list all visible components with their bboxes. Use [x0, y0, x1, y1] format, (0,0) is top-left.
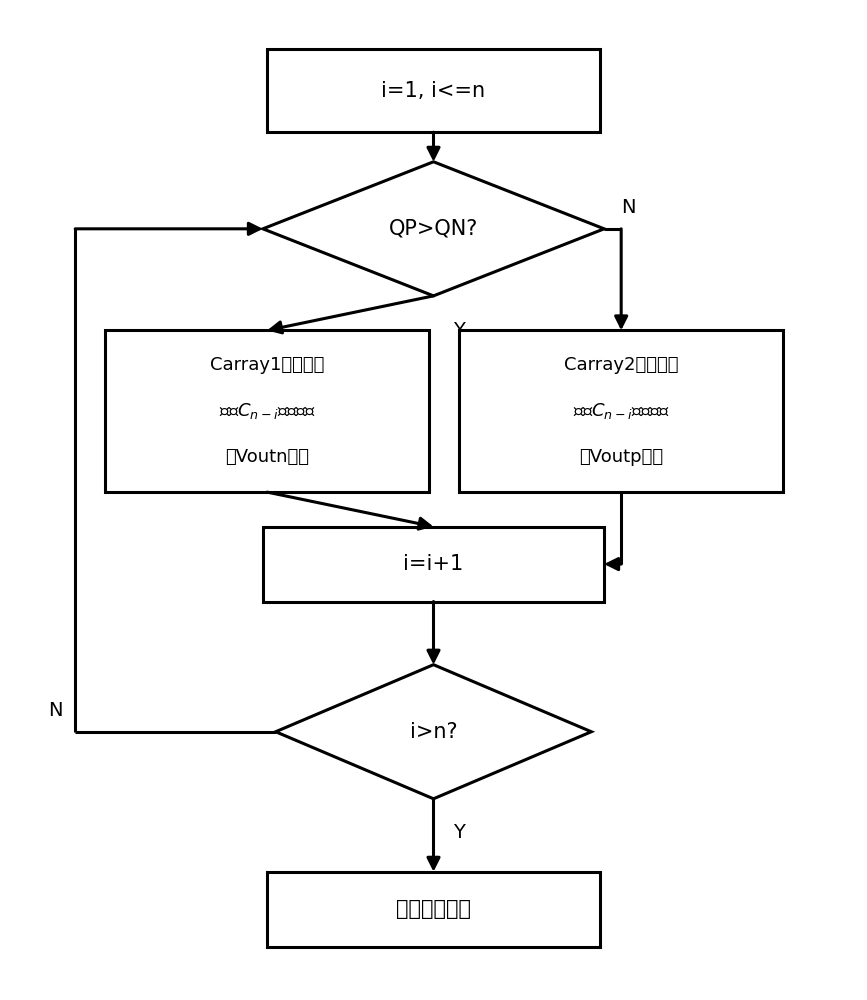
Text: Y: Y: [453, 823, 465, 842]
Text: N: N: [48, 701, 62, 720]
Bar: [267, 49, 600, 132]
Bar: [460, 330, 783, 492]
Text: QP>QN?: QP>QN?: [388, 219, 479, 239]
Text: 中的$C_{n-i}$电容器接: 中的$C_{n-i}$电容器接: [218, 401, 316, 421]
Text: 入Voutn节点: 入Voutn节点: [225, 448, 310, 466]
Text: 中的$C_{n-i}$电容器接: 中的$C_{n-i}$电容器接: [573, 401, 669, 421]
Polygon shape: [263, 162, 604, 296]
Text: Carray2电容阵列: Carray2电容阵列: [564, 356, 679, 374]
Text: i=1, i<=n: i=1, i<=n: [381, 81, 486, 101]
Text: Y: Y: [453, 321, 465, 340]
Text: Carray1电容阵列: Carray1电容阵列: [210, 356, 324, 374]
Bar: [267, 872, 600, 947]
Text: i=i+1: i=i+1: [403, 554, 464, 574]
Text: 入Voutp节点: 入Voutp节点: [579, 448, 663, 466]
Bar: [263, 527, 604, 602]
Text: 失调校正结束: 失调校正结束: [396, 899, 471, 919]
Polygon shape: [276, 665, 591, 799]
Text: i>n?: i>n?: [410, 722, 457, 742]
Text: N: N: [621, 198, 636, 217]
Bar: [105, 330, 429, 492]
